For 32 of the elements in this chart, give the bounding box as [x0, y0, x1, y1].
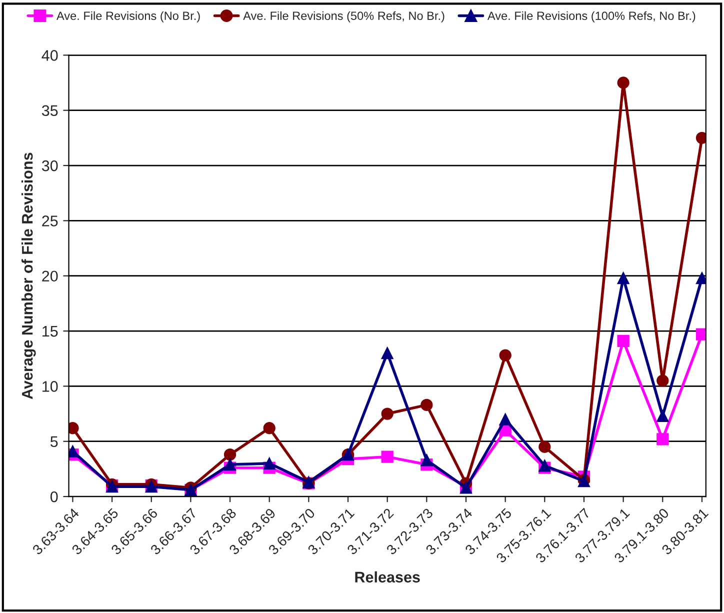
point	[420, 398, 433, 412]
y-tick-label: 15	[42, 326, 58, 337]
y-tick-label: 0	[50, 491, 58, 502]
point	[656, 410, 669, 422]
point	[617, 76, 630, 89]
point	[656, 374, 669, 387]
point	[538, 440, 551, 453]
point	[617, 272, 630, 284]
point	[381, 347, 394, 360]
y-axis-title: Average Number of File Revisions	[22, 152, 36, 400]
point	[617, 334, 630, 348]
point	[263, 457, 276, 470]
y-tick-label: 35	[42, 105, 58, 116]
point	[263, 422, 276, 434]
y-tick-label: 5	[50, 436, 58, 448]
legend-label: Ave. File Revisions (100% Refs, No Br.)	[487, 11, 696, 22]
point	[499, 413, 512, 426]
legend-label: Ave. File Revisions (No Br.)	[56, 11, 200, 22]
y-tick-label: 10	[42, 381, 58, 392]
y-tick-label: 30	[42, 160, 58, 172]
point	[381, 408, 394, 420]
point	[499, 349, 512, 362]
y-tick-label: 40	[42, 50, 58, 61]
y-tick-label: 20	[42, 270, 58, 282]
y-tick-label: 25	[42, 216, 58, 226]
legend-label: Ave. File Revisions (50% Refs, No Br.)	[243, 11, 444, 22]
point	[381, 450, 394, 463]
point	[224, 448, 236, 461]
point	[224, 458, 236, 471]
x-axis-title: Releases	[355, 571, 420, 583]
point	[420, 454, 433, 466]
point	[656, 433, 669, 446]
